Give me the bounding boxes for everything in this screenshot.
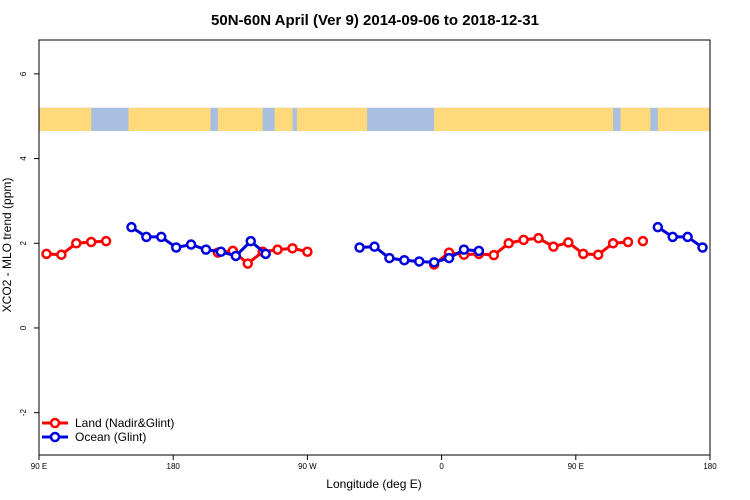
land-region-4 [296, 107, 368, 132]
x-tick-label-3: 0 [439, 462, 444, 471]
series-1-point-1-6 [443, 252, 455, 264]
series-1-line-0 [130, 225, 267, 258]
series-0-point-2-5 [503, 238, 514, 249]
series-0-point-0-2 [71, 238, 82, 249]
series-0-point-2-12 [607, 238, 619, 249]
y-tick-label-3: 4 [19, 156, 28, 161]
series-1-point-0-3 [170, 242, 182, 253]
series-0-point-0-1 [56, 249, 67, 260]
land-region-3 [274, 107, 293, 132]
x-tick-label-5: 180 [703, 462, 717, 471]
series-1-point-0-6 [215, 246, 227, 257]
series-0-point-2-4 [488, 249, 500, 261]
series-0-point-0-0 [41, 248, 52, 260]
series-0-point-2-8 [548, 241, 559, 252]
x-axis: 90 E 180 90 W 0 90 E 180 [31, 455, 717, 471]
series-0-point-3-0 [637, 235, 649, 247]
series-1-point-0-2 [156, 231, 167, 243]
series-0-point-0-4 [100, 235, 112, 247]
plot-frame [38, 39, 711, 456]
series-0-point-2-10 [578, 248, 589, 260]
series-1-point-1-3 [399, 254, 410, 266]
x-tick-label-2: 90 W [298, 462, 317, 471]
series-0-point-1-4 [272, 244, 283, 255]
land-region-5 [434, 107, 614, 132]
series-0-point-2-7 [533, 232, 544, 244]
x-tick-label-1: 180 [167, 462, 181, 471]
series-0-point-1-5 [287, 243, 298, 254]
series-1-point-0-4 [185, 239, 197, 250]
series-1-line-2 [656, 225, 704, 249]
y-axis-label: XCO2 - MLO trend (ppm) [0, 178, 14, 313]
land-region-2 [217, 107, 263, 132]
x-tick-label-4: 90 E [568, 462, 584, 471]
series-1-point-1-4 [413, 256, 425, 267]
y-tick-label-1: 0 [19, 325, 28, 330]
series-1-point-1-0 [354, 242, 365, 253]
series-0 [41, 232, 649, 270]
series-0-point-2-13 [622, 236, 634, 248]
land-ocean-band [39, 107, 710, 132]
series-0-point-1-2 [242, 258, 254, 269]
series-1-point-0-5 [200, 244, 212, 255]
y-tick-label-0: -2 [19, 409, 28, 417]
legend-marker-0 [49, 417, 61, 429]
legend-marker-1 [49, 431, 61, 443]
series-1-point-1-5 [428, 257, 440, 268]
legend: Land (Nadir&Glint)Ocean (Glint) [42, 416, 174, 444]
series-layer [41, 221, 708, 270]
series-0-point-2-11 [592, 249, 604, 260]
series-1-point-2-3 [697, 242, 708, 253]
series-0-point-2-9 [563, 237, 574, 248]
y-tick-label-4: 6 [19, 71, 28, 76]
legend-label-0: Land (Nadir&Glint) [75, 416, 174, 430]
y-axis: -2 0 2 4 6 [19, 71, 39, 416]
series-1-point-0-7 [230, 250, 242, 262]
series-1-point-2-1 [667, 231, 678, 243]
series-1-point-0-8 [245, 235, 256, 247]
series-1-point-1-2 [384, 252, 395, 264]
series-1-point-1-7 [458, 244, 470, 255]
land-region-7 [657, 107, 710, 132]
land-region-0 [39, 107, 92, 132]
series-0-point-2-6 [518, 234, 529, 246]
series-1-point-0-0 [126, 221, 137, 233]
series-1-point-1-1 [369, 241, 380, 252]
series-1 [126, 221, 708, 268]
series-0-point-1-6 [302, 246, 313, 257]
land-region-1 [128, 107, 211, 132]
series-1-point-2-0 [652, 221, 664, 233]
land-region-6 [620, 107, 651, 132]
legend-label-1: Ocean (Glint) [75, 430, 146, 444]
x-tick-label-0: 90 E [31, 462, 47, 471]
series-1-point-2-2 [682, 231, 693, 243]
series-1-point-0-9 [260, 248, 271, 260]
chart-title: 50N-60N April (Ver 9) 2014-09-06 to 2018… [211, 12, 539, 29]
series-0-point-0-3 [85, 236, 97, 248]
series-1-point-1-8 [473, 245, 485, 257]
y-tick-label-2: 2 [19, 240, 28, 245]
series-1-point-0-1 [141, 231, 152, 243]
x-axis-label: Longitude (deg E) [326, 477, 421, 491]
